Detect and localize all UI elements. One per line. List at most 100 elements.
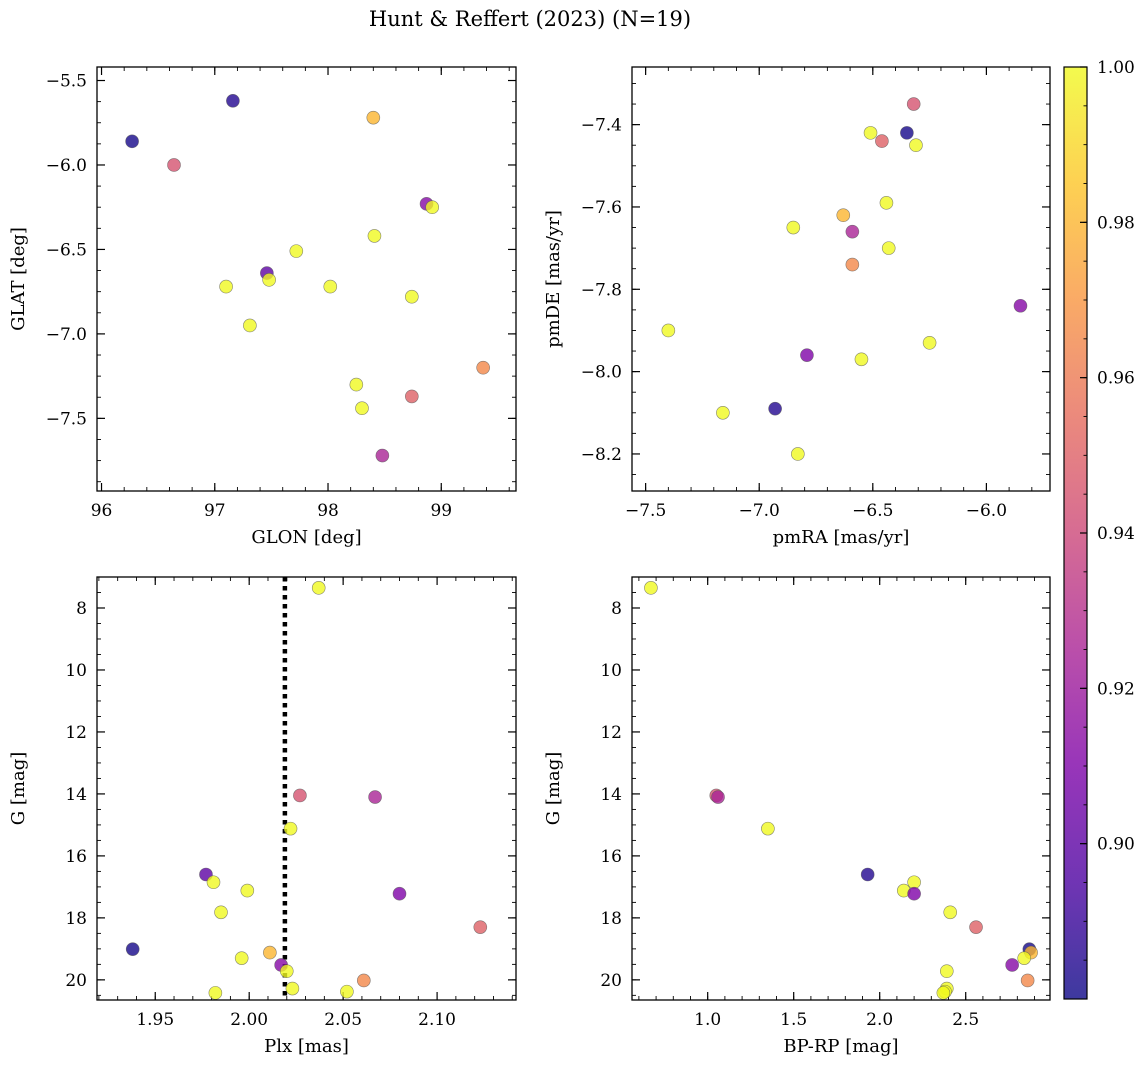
data-point: [323, 279, 338, 294]
x-tick-label: −7.5: [625, 501, 666, 521]
y-tick-label: −8.2: [581, 445, 622, 465]
data-point: [1013, 298, 1028, 313]
data-point: [476, 360, 490, 375]
panel-bprp-g: 1.0 1.5 2.0 2.5 8 10 12 14 16 18 20 BP-RP [mag] G [m…: [543, 576, 1051, 1057]
data-point: [875, 134, 889, 148]
data-point: [311, 581, 326, 595]
y-tick-label: 12: [600, 723, 622, 743]
axes-frame: [96, 66, 517, 492]
data-point: [425, 200, 440, 215]
data-point: [854, 352, 869, 367]
x-tick-label: 98: [317, 501, 339, 521]
data-point: [922, 336, 937, 350]
data-point: [716, 405, 730, 420]
colorbar-tick-label: 0.90: [1097, 835, 1135, 855]
y-tick-label: 10: [65, 661, 87, 681]
data-point: [262, 273, 276, 287]
y-tick-label: 20: [65, 971, 87, 991]
y-tick-label: −6.0: [46, 156, 87, 176]
y-tick-label: 16: [600, 847, 622, 867]
x-tick-label: 1.5: [780, 1010, 807, 1030]
data-point: [340, 984, 354, 999]
data-point: [473, 920, 488, 934]
y-tick-label: 8: [76, 599, 87, 619]
data-point: [367, 229, 382, 243]
panel-glon-glat: 96 97 98 99 −7.5 −7.0 −6.5 −6.0 −5.5 GLON [deg] GL…: [8, 66, 517, 548]
colorbar-gradient: [1064, 67, 1087, 999]
y-tick-label: 16: [65, 847, 87, 867]
data-point: [375, 448, 390, 463]
data-point: [836, 208, 851, 222]
axes-frame: [631, 66, 1051, 492]
y-tick-label: 12: [65, 723, 87, 743]
data-point: [786, 220, 801, 235]
data-point: [644, 581, 658, 595]
y-tick-label: −7.8: [581, 280, 622, 300]
x-tick-label: 1.0: [694, 1010, 721, 1030]
y-tick-label: 14: [65, 785, 87, 805]
data-point: [243, 318, 257, 333]
data-point: [293, 788, 307, 803]
x-tick-label: 2.5: [952, 1010, 979, 1030]
data-point: [263, 945, 277, 960]
data-point: [768, 401, 782, 416]
figure-title: Hunt & Reffert (2023) (N=19): [369, 7, 691, 31]
data-point: [283, 821, 298, 836]
x-axis-label: GLON [deg]: [251, 527, 361, 548]
x-axis-label: BP-RP [mag]: [783, 1036, 898, 1057]
data-point: [1020, 973, 1035, 988]
x-tick-label: −6.5: [852, 501, 893, 521]
panel-plx-g: 1.95 2.00 2.05 2.10 8 10 12 14 16 18 20 Plx [mas] G …: [8, 576, 517, 1057]
y-axis-label: pmDE [mas/yr]: [543, 210, 564, 348]
y-axis-label: GLAT [deg]: [8, 227, 29, 331]
data-point: [969, 920, 983, 934]
y-tick-label: −6.5: [46, 240, 87, 260]
colorbar-tick-label: 0.92: [1097, 679, 1135, 699]
data-point: [711, 790, 725, 804]
colorbar-tick-label: 0.96: [1097, 369, 1135, 389]
y-tick-label: 14: [600, 785, 622, 805]
data-point: [1017, 951, 1031, 965]
data-point: [863, 126, 878, 140]
x-tick-label: 2.00: [230, 1010, 268, 1030]
y-axis-label: G [mag]: [8, 752, 29, 825]
data-point: [234, 951, 249, 965]
data-point: [845, 224, 860, 239]
data-point: [279, 964, 294, 978]
x-tick-label: 99: [430, 501, 452, 521]
y-tick-label: −7.5: [46, 409, 87, 429]
colorbar: 0.90 0.92 0.94 0.96 0.98 1.00: [1063, 58, 1135, 1000]
data-point: [289, 244, 304, 258]
data-point: [845, 257, 860, 272]
data-point: [907, 875, 921, 890]
data-point: [392, 886, 407, 901]
y-tick-label: 18: [65, 909, 87, 929]
y-tick-label: 8: [611, 599, 622, 619]
data-point: [939, 964, 954, 978]
y-tick-label: 20: [600, 971, 622, 991]
data-point: [214, 905, 228, 920]
data-point: [761, 821, 775, 836]
y-tick-label: −7.4: [581, 116, 622, 136]
axes-frame: [96, 576, 517, 1001]
data-point: [206, 875, 221, 890]
y-tick-label: −5.5: [46, 72, 87, 92]
colorbar-tick-label: 1.00: [1097, 58, 1135, 78]
data-point: [167, 158, 181, 172]
colorbar-tick-label: 0.98: [1097, 213, 1135, 233]
data-point: [349, 377, 364, 392]
data-point: [357, 973, 371, 988]
data-point: [909, 138, 923, 153]
data-point: [907, 886, 921, 901]
data-point: [791, 447, 805, 461]
data-point: [405, 289, 419, 304]
data-point: [125, 134, 139, 149]
data-point: [366, 110, 381, 125]
data-point: [906, 97, 921, 111]
colorbar-tick-label: 0.94: [1097, 524, 1135, 544]
x-tick-label: 2.05: [324, 1010, 362, 1030]
y-tick-label: 18: [600, 909, 622, 929]
data-point: [226, 93, 240, 108]
data-point: [285, 981, 300, 996]
